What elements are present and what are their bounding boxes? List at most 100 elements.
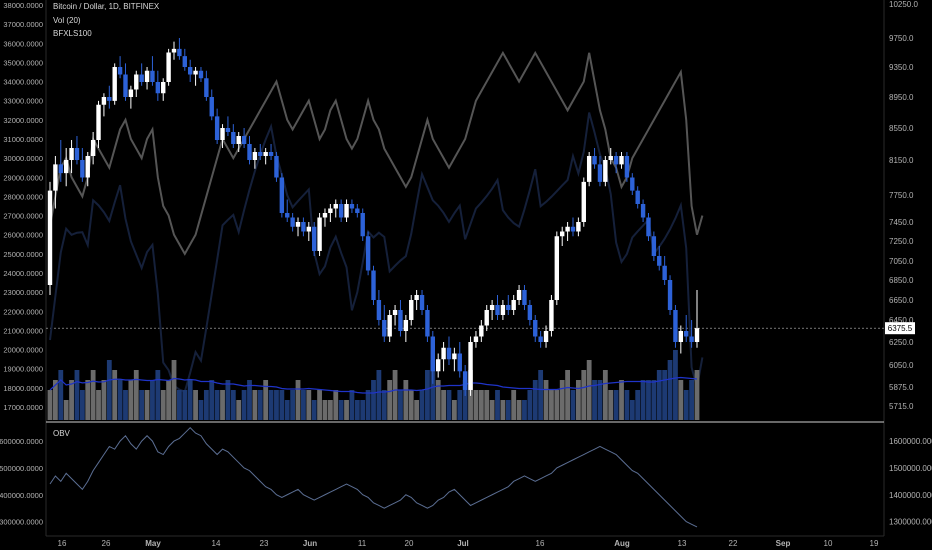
candle-body (603, 160, 608, 182)
left-axis-tick-label: 24000.0000 (3, 269, 43, 278)
volume-bar (613, 390, 619, 420)
candle (365, 231, 371, 276)
candle (581, 177, 586, 227)
candle (479, 320, 484, 342)
left-axis-tick-label: 38000.0000 (3, 1, 43, 10)
candle-body (414, 295, 419, 300)
volume-bar (133, 370, 139, 420)
candle (225, 116, 231, 136)
candle-body (306, 226, 311, 232)
candle-body (166, 52, 171, 82)
candle (678, 325, 684, 354)
candle (274, 152, 279, 182)
candle-body (651, 236, 657, 256)
right-axis-tick-label: 5715.0 (889, 402, 914, 411)
candle-body (560, 231, 565, 237)
candle (543, 325, 549, 348)
candle-body (441, 347, 446, 360)
x-axis-tick-label: 23 (260, 539, 269, 548)
candle-body (635, 190, 640, 204)
price-marker-label: 6375.5 (888, 324, 913, 333)
candle-body (139, 74, 144, 82)
candle-body (613, 156, 619, 165)
obv-right-axis-tick-label: 1600000.0000 (889, 437, 932, 446)
volume-bar (478, 390, 484, 420)
volume-bar (257, 390, 263, 420)
candle-body (576, 222, 581, 232)
candle (430, 331, 436, 384)
candle-body (586, 156, 592, 182)
candle-body (678, 331, 684, 342)
candle-body (457, 353, 462, 372)
volume-bar (171, 360, 177, 420)
obv-left-axis-tick-label: 1300000.0000 (0, 518, 43, 527)
candle-body (263, 152, 268, 156)
candle-body (619, 156, 624, 165)
volume-bar (592, 380, 597, 420)
volume-bar (441, 390, 446, 420)
candle (554, 231, 560, 305)
x-axis-tick-label: 20 (405, 539, 414, 548)
candle (317, 213, 322, 256)
candle (570, 217, 576, 237)
volume-bar (683, 390, 689, 420)
obv-right-axis-tick-label: 1300000.0000 (889, 518, 932, 527)
volume-bar (489, 400, 495, 420)
volume-bar (678, 380, 684, 420)
x-axis-tick-label: 13 (678, 539, 687, 548)
volume-bar (381, 390, 387, 420)
compare-line (49, 50, 704, 256)
candle (613, 152, 619, 174)
candle (344, 199, 349, 222)
candle (155, 70, 161, 101)
candle (349, 199, 355, 213)
volume-bar (236, 400, 242, 420)
volume-bar (538, 370, 544, 420)
candle (47, 181, 53, 295)
candle-body (533, 320, 538, 337)
candle (392, 305, 398, 326)
candle-body (570, 226, 576, 232)
candle (516, 285, 522, 305)
candle (409, 295, 414, 326)
candle (333, 199, 338, 218)
volume-bar (214, 390, 220, 420)
volume-bar (500, 400, 506, 420)
candle-body (63, 160, 69, 174)
right-axis-tick-label: 6850.0 (889, 276, 914, 285)
volume-bar (371, 380, 376, 420)
candle-body (344, 204, 349, 218)
candle (592, 148, 597, 169)
candle-body (365, 236, 371, 271)
volume-bar (522, 400, 527, 420)
candle (586, 152, 592, 187)
volume-bar (58, 370, 64, 420)
volume-bar (392, 370, 398, 420)
candle (511, 295, 516, 315)
candle-body (592, 156, 597, 165)
candle (285, 199, 290, 222)
candle-body (290, 217, 295, 227)
volume-bar (667, 360, 673, 420)
candle-body (322, 213, 328, 218)
left-axis-tick-label: 18000.0000 (3, 384, 43, 393)
candle (53, 156, 58, 209)
volume-bar (597, 380, 603, 420)
grid (45, 0, 885, 537)
volume-bar (403, 380, 409, 420)
volume-bar (435, 380, 441, 420)
volume-bar (187, 380, 193, 420)
candle (635, 186, 640, 209)
volume-bar (112, 370, 118, 420)
faded-indicator-layer (49, 112, 704, 393)
candle (560, 226, 565, 246)
volume-bar (651, 380, 657, 420)
left-axis-tick-label: 26000.0000 (3, 231, 43, 240)
volume-bar (484, 390, 490, 420)
candle (576, 217, 581, 237)
candle-body (349, 204, 355, 209)
volume-bar (387, 380, 393, 420)
candle (355, 204, 360, 218)
